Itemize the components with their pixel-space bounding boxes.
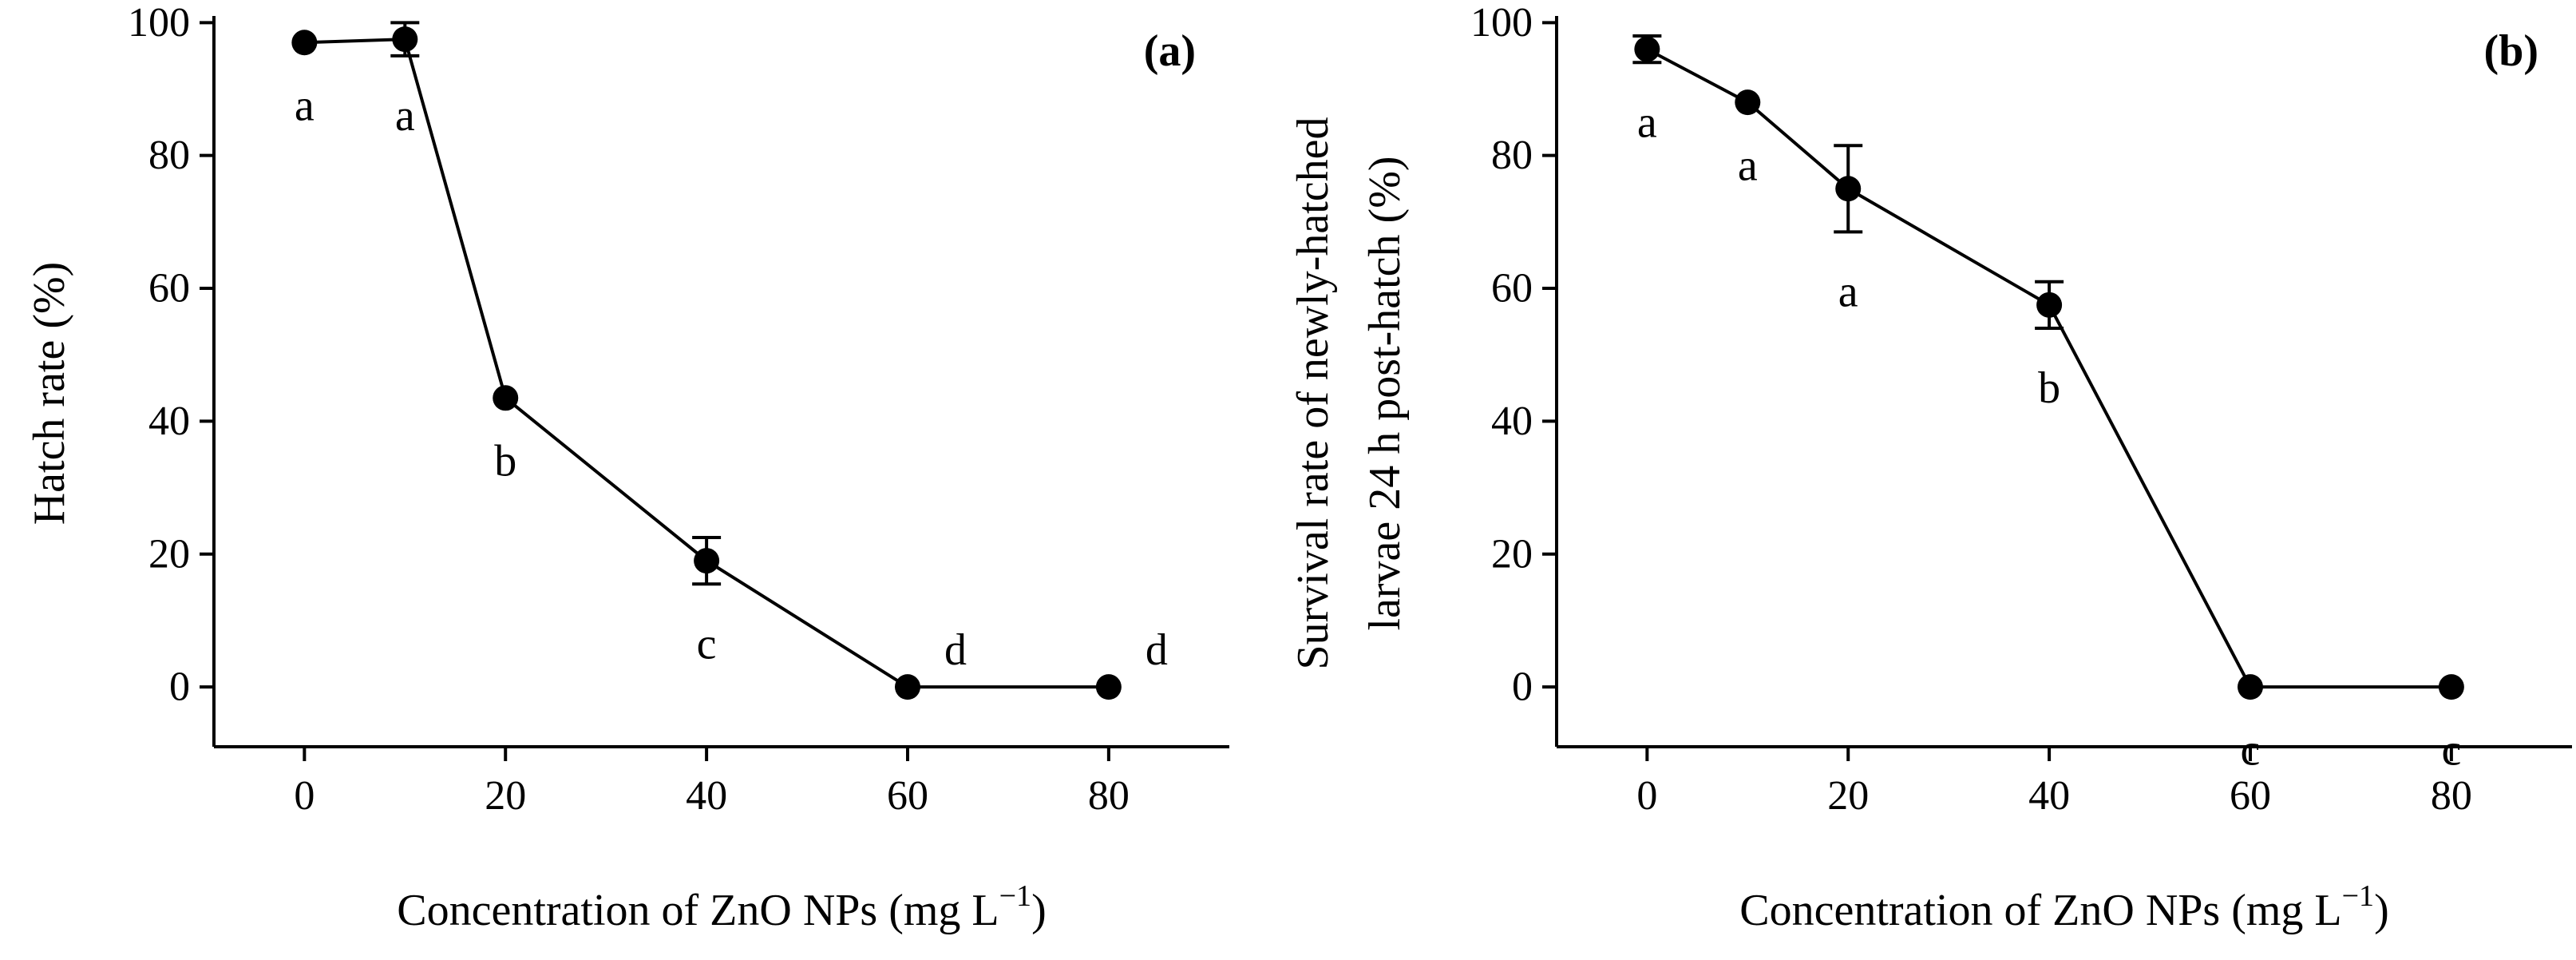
significance-letter: d xyxy=(1146,625,1168,675)
data-point xyxy=(2438,674,2464,700)
y-tick-label: 100 xyxy=(1470,0,1533,46)
data-point xyxy=(1735,89,1761,116)
panel-a: 0 20 40 60 80 100 0 20 40 60 80 Concentration of Zn… xyxy=(25,0,1229,935)
y-axis-label: Hatch rate (%) xyxy=(25,262,74,526)
y-tick-label: 60 xyxy=(148,266,190,311)
data-point xyxy=(1835,176,1862,202)
x-tick-label: 60 xyxy=(2230,773,2271,819)
data-point xyxy=(894,674,920,700)
series-line xyxy=(1646,47,2451,689)
data-point xyxy=(1095,674,1122,700)
x-tick-label: 80 xyxy=(1088,773,1130,819)
x-tick-label: 20 xyxy=(485,773,526,819)
x-tick-label: 40 xyxy=(2028,773,2070,819)
y-tick-label: 20 xyxy=(148,531,190,577)
x-tick-label: 0 xyxy=(1636,773,1657,819)
y-tick-label: 40 xyxy=(1491,399,1533,444)
significance-letter: c xyxy=(2241,725,2261,775)
significance-letter: a xyxy=(395,91,415,141)
significance-letter: a xyxy=(1637,97,1657,147)
y-tick-label: 40 xyxy=(148,399,190,444)
data-point xyxy=(493,385,519,411)
y-axis-label: Survival rate of newly-hatched xyxy=(1288,117,1338,670)
data-point xyxy=(694,548,720,574)
x-tick-label: 40 xyxy=(686,773,727,819)
series-line xyxy=(304,38,1109,689)
y-tick-label: 80 xyxy=(148,133,190,178)
panel-label: (a) xyxy=(1144,26,1196,76)
y-tick-label: 0 xyxy=(169,664,190,710)
x-tick-label: 0 xyxy=(294,773,315,819)
significance-letter: b xyxy=(2038,363,2060,413)
data-point xyxy=(392,26,418,53)
y-tick-label: 100 xyxy=(128,0,190,46)
y-tick-label: 0 xyxy=(1512,664,1533,710)
y-tick-label: 80 xyxy=(1491,133,1533,178)
significance-letter: a xyxy=(1838,268,1858,317)
panel-label: (b) xyxy=(2484,26,2538,76)
data-point xyxy=(291,30,318,56)
x-tick-label: 80 xyxy=(2431,773,2472,819)
significance-letter: c xyxy=(697,619,717,668)
panel-b: 0 20 40 60 80 100 0 20 40 60 80 Concentration of Zn… xyxy=(1288,0,2572,935)
significance-letter: a xyxy=(1738,141,1758,190)
significance-letter: d xyxy=(944,625,967,675)
x-tick-label: 20 xyxy=(1827,773,1869,819)
significance-letter: a xyxy=(295,81,315,130)
y-tick-label: 20 xyxy=(1491,531,1533,577)
data-point xyxy=(1634,36,1660,62)
y-axis-label: larvae 24 h post-hatch (%) xyxy=(1360,157,1410,631)
x-tick-label: 60 xyxy=(887,773,928,819)
data-point xyxy=(2237,674,2263,700)
x-axis-label: Concentration of ZnO NPs (mg L−1) xyxy=(397,879,1046,935)
y-tick-label: 60 xyxy=(1491,266,1533,311)
significance-letter: c xyxy=(2441,725,2461,775)
x-axis-label: Concentration of ZnO NPs (mg L−1) xyxy=(1739,879,2388,935)
data-point xyxy=(2036,292,2063,318)
significance-letter: b xyxy=(494,436,516,486)
